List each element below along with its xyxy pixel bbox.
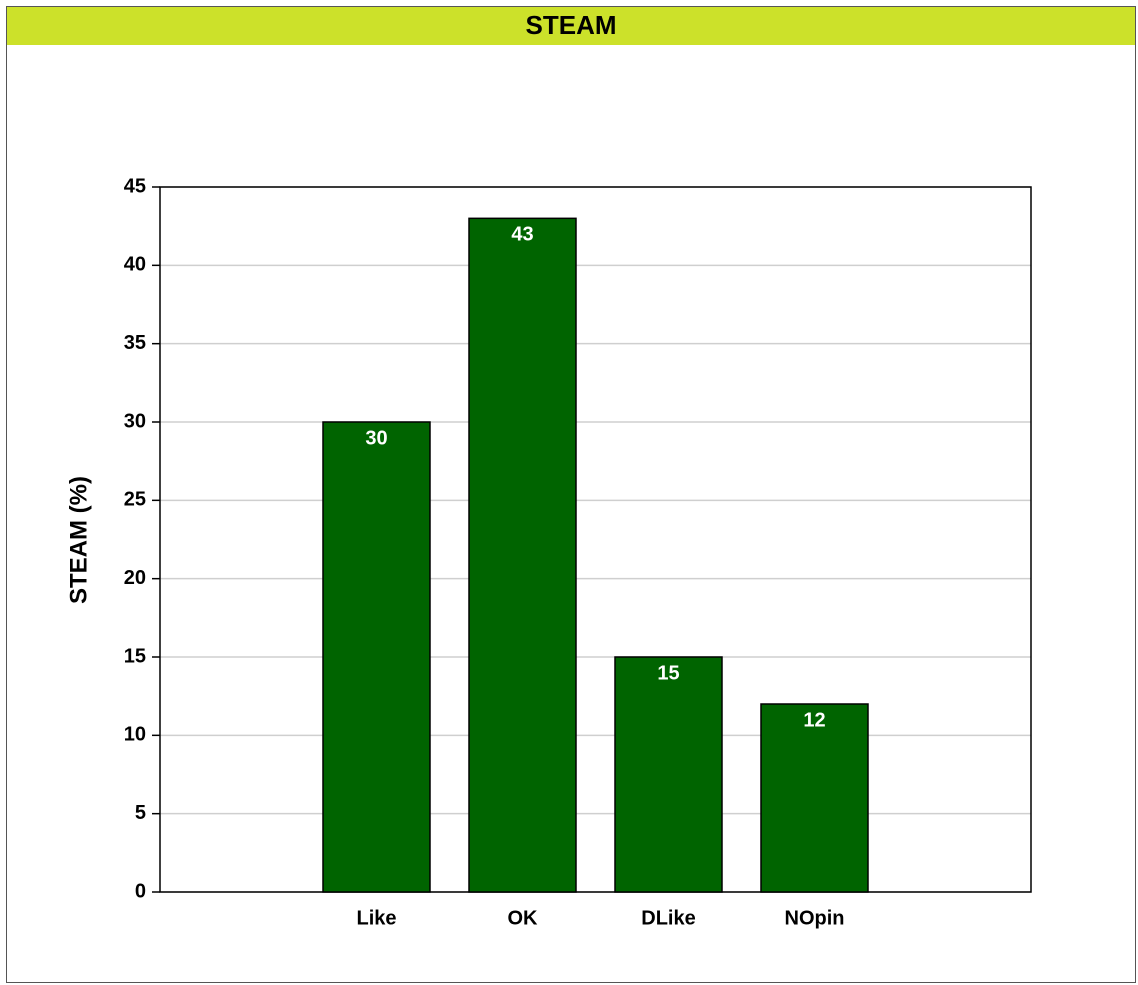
y-tick-label: 30 — [124, 410, 146, 432]
y-tick-label: 10 — [124, 724, 146, 746]
bar — [760, 703, 869, 893]
data-label: 30 — [365, 427, 387, 449]
data-label: 15 — [657, 662, 679, 684]
x-tick-label: Like — [356, 907, 396, 929]
title-bar — [7, 7, 1135, 45]
y-axis-label: STEAM (%) — [65, 476, 92, 604]
y-tick-label: 40 — [124, 254, 146, 276]
y-tick-label: 25 — [124, 489, 146, 511]
chart-title: STEAM — [526, 10, 617, 40]
x-tick-label: DLike — [641, 907, 695, 929]
bar — [468, 217, 577, 893]
y-tick-label: 20 — [124, 567, 146, 589]
bar — [614, 656, 723, 893]
x-tick-label: OK — [508, 907, 539, 929]
y-tick-label: 5 — [135, 802, 146, 824]
y-tick-label: 35 — [124, 332, 146, 354]
plot-border — [159, 186, 1032, 893]
bar — [322, 421, 431, 893]
data-label: 43 — [511, 224, 533, 246]
data-label: 12 — [803, 709, 825, 731]
x-tick-label: NOpin — [785, 907, 845, 929]
y-tick-label: 0 — [135, 880, 146, 902]
y-tick-label: 15 — [124, 645, 146, 667]
y-tick-label: 45 — [124, 175, 146, 197]
